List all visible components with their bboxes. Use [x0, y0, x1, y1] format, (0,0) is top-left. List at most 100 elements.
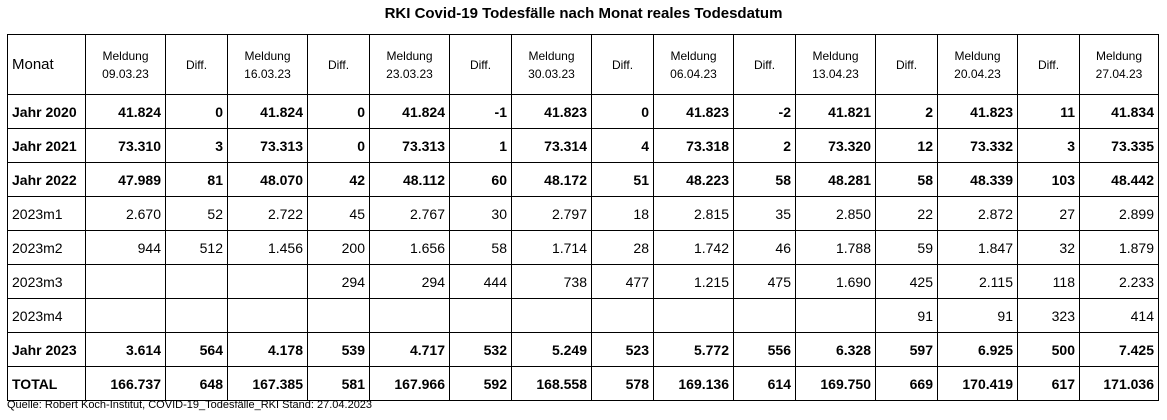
- header-cell-report: Meldung 20.04.23: [937, 34, 1018, 95]
- table-cell: 11: [1017, 94, 1080, 129]
- table-cell: 48.223: [653, 162, 734, 197]
- table-cell: 30: [449, 196, 512, 231]
- header-cell-report: Meldung 13.04.23: [795, 34, 876, 95]
- table-cell: 1.456: [227, 230, 308, 265]
- table-row: 2023m4 91 91 323 414: [7, 298, 1159, 333]
- table-cell: 41.834: [1079, 94, 1159, 129]
- table-cell: 444: [449, 264, 512, 299]
- table-cell: 0: [307, 128, 370, 163]
- table-cell: 617: [1017, 366, 1080, 401]
- table-cell: 738: [511, 264, 592, 299]
- table-cell: 35: [733, 196, 796, 231]
- table-cell: 669: [875, 366, 938, 401]
- header-cell-diff: Diff.: [1017, 34, 1080, 95]
- table-cell: 45: [307, 196, 370, 231]
- table-cell: 581: [307, 366, 370, 401]
- table-cell: 532: [449, 332, 512, 367]
- table-cell: [85, 264, 166, 299]
- table-row: TOTAL 166.737 648 167.385 581 167.966 592 168.5…: [7, 366, 1159, 401]
- table-cell: [165, 264, 228, 299]
- table-cell: 28: [591, 230, 654, 265]
- table-cell: [653, 298, 734, 333]
- table-cell: 48.442: [1079, 162, 1159, 197]
- header-cell-report: Meldung 06.04.23: [653, 34, 734, 95]
- table-cell: 2.815: [653, 196, 734, 231]
- table-header-row: Monat Meldung 09.03.23 Diff. Meldung 16.03.…: [7, 34, 1159, 95]
- table-cell: 944: [85, 230, 166, 265]
- row-label: 2023m3: [7, 264, 86, 299]
- table-cell: 41.824: [227, 94, 308, 129]
- table-cell: 6.328: [795, 332, 876, 367]
- table-cell: 294: [369, 264, 450, 299]
- table-cell: 170.419: [937, 366, 1018, 401]
- table-row: 2023m2 944 512 1.456 200 1.656 58 1.714 28 1.742 4…: [7, 230, 1159, 265]
- table-cell: 12: [875, 128, 938, 163]
- table-row: Jahr 2021 73.310 3 73.313 0 73.313 1 73.314 4 73.…: [7, 128, 1159, 163]
- row-label: 2023m1: [7, 196, 86, 231]
- table-row: Jahr 2023 3.614 564 4.178 539 4.717 532 5.249 52…: [7, 332, 1159, 367]
- table-cell: 18: [591, 196, 654, 231]
- table-cell: 167.966: [369, 366, 450, 401]
- header-cell-report: Meldung 27.04.23: [1079, 34, 1159, 95]
- table-cell: [227, 264, 308, 299]
- table-cell: 477: [591, 264, 654, 299]
- table-cell: 2.722: [227, 196, 308, 231]
- table-cell: 168.558: [511, 366, 592, 401]
- table-cell: [733, 298, 796, 333]
- table-row: 2023m3 294 294 444 738 477 1.215 475 1.690 425 2.1…: [7, 264, 1159, 299]
- table-cell: 1.690: [795, 264, 876, 299]
- table-cell: 169.136: [653, 366, 734, 401]
- table-cell: -1: [449, 94, 512, 129]
- table-cell: 169.750: [795, 366, 876, 401]
- table-cell: 1: [449, 128, 512, 163]
- table-cell: 41.824: [369, 94, 450, 129]
- table-cell: 42: [307, 162, 370, 197]
- table-cell: 41.823: [653, 94, 734, 129]
- table-row: Jahr 2022 47.989 81 48.070 42 48.112 60 48.172 5…: [7, 162, 1159, 197]
- table-cell: 91: [937, 298, 1018, 333]
- table-cell: 60: [449, 162, 512, 197]
- table-cell: 556: [733, 332, 796, 367]
- header-cell-diff: Diff.: [591, 34, 654, 95]
- table-cell: 7.425: [1079, 332, 1159, 367]
- header-cell-diff: Diff.: [875, 34, 938, 95]
- table-row: Jahr 2020 41.824 0 41.824 0 41.824 -1 41.823 0 41…: [7, 94, 1159, 129]
- table-cell: 1.742: [653, 230, 734, 265]
- table-cell: -2: [733, 94, 796, 129]
- table-cell: 0: [591, 94, 654, 129]
- table-cell: 48.172: [511, 162, 592, 197]
- table-cell: 200: [307, 230, 370, 265]
- table-cell: 614: [733, 366, 796, 401]
- table-cell: 32: [1017, 230, 1080, 265]
- table-cell: 73.313: [369, 128, 450, 163]
- table-cell: 103: [1017, 162, 1080, 197]
- table-cell: 2.797: [511, 196, 592, 231]
- table-cell: 1.656: [369, 230, 450, 265]
- table-cell: [227, 298, 308, 333]
- table-cell: 4.717: [369, 332, 450, 367]
- table-cell: 48.112: [369, 162, 450, 197]
- table-cell: [85, 298, 166, 333]
- table-cell: 73.313: [227, 128, 308, 163]
- table-cell: 425: [875, 264, 938, 299]
- table-cell: 0: [165, 94, 228, 129]
- table-cell: 5.772: [653, 332, 734, 367]
- table-cell: 48.339: [937, 162, 1018, 197]
- table-cell: 73.318: [653, 128, 734, 163]
- table-cell: 4.178: [227, 332, 308, 367]
- table-cell: 171.036: [1079, 366, 1159, 401]
- table-cell: 578: [591, 366, 654, 401]
- table-cell: 2.767: [369, 196, 450, 231]
- source-note: Quelle: Robert Koch-Institut, COVID-19_T…: [7, 399, 373, 411]
- table-cell: 22: [875, 196, 938, 231]
- table-cell: 51: [591, 162, 654, 197]
- table-cell: 73.310: [85, 128, 166, 163]
- table-cell: 73.332: [937, 128, 1018, 163]
- table-cell: 0: [307, 94, 370, 129]
- table-cell: 41.821: [795, 94, 876, 129]
- header-cell-report: Meldung 09.03.23: [85, 34, 166, 95]
- table-cell: 523: [591, 332, 654, 367]
- table-cell: [307, 298, 370, 333]
- table-cell: 46: [733, 230, 796, 265]
- page-title: RKI Covid-19 Todesfälle nach Monat reale…: [384, 5, 783, 22]
